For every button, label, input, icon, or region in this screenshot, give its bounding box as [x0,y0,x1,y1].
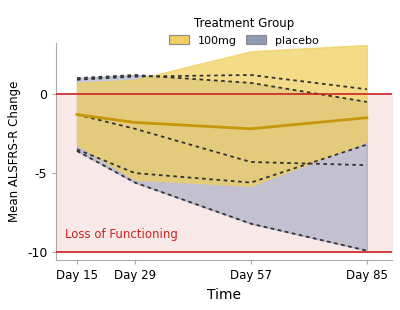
X-axis label: Time: Time [207,288,241,302]
Legend: 100mg, placebo: 100mg, placebo [165,12,323,50]
Text: Loss of Functioning: Loss of Functioning [64,228,178,241]
Y-axis label: Mean ALSFRS-R Change: Mean ALSFRS-R Change [8,81,21,222]
